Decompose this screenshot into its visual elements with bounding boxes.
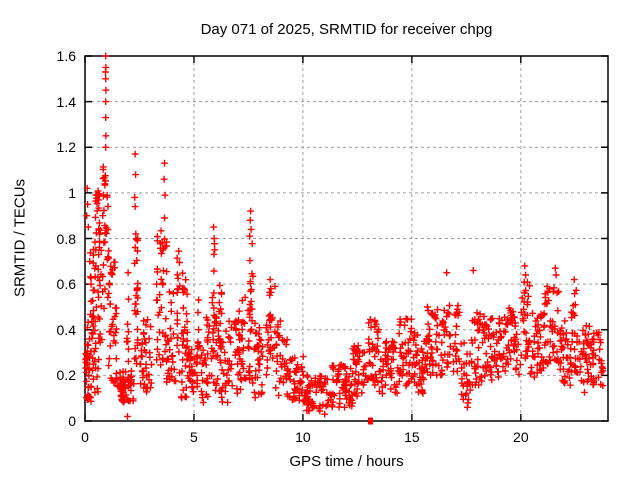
gridlines <box>85 56 608 421</box>
y-tick-label: 0 <box>68 413 76 429</box>
plot-border <box>84 55 609 422</box>
y-tick-label: 0.6 <box>56 276 76 293</box>
y-tick-label: 0.4 <box>56 321 76 338</box>
y-tick-label: 1 <box>68 184 76 201</box>
x-tick-label: 0 <box>81 429 89 445</box>
y-tick-label: 1.4 <box>56 93 76 110</box>
y-tick-label: 1.6 <box>56 48 76 64</box>
chart-title: Day 071 of 2025, SRMTID for receiver chp… <box>200 21 493 38</box>
y-tick-label: 1.2 <box>56 139 76 156</box>
scatter-points <box>82 52 607 420</box>
x-tick-label: 5 <box>190 429 198 445</box>
y-tick-label: 0.2 <box>56 367 76 384</box>
x-tick-label: 15 <box>404 429 420 445</box>
x-tick-label: 10 <box>295 429 311 445</box>
y-tick-label: 0.8 <box>56 230 76 247</box>
x-axis-label: GPS time / hours <box>289 453 404 470</box>
gap-marker-square <box>367 417 373 425</box>
x-tick-label: 20 <box>513 429 529 445</box>
